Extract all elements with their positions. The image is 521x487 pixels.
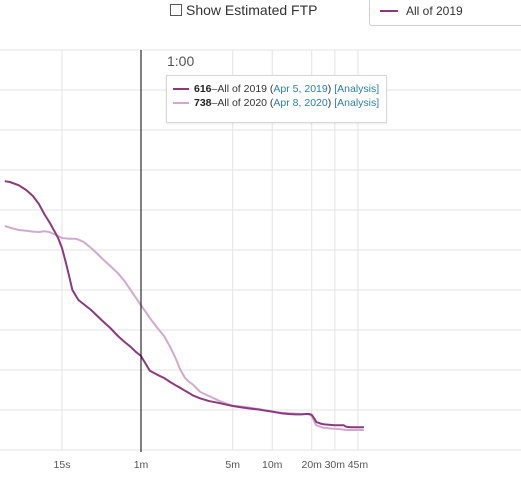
- tooltip-range-2020: All of 2020: [217, 97, 267, 109]
- series-line-2020: [4, 225, 364, 431]
- tooltip-date-open-2020: (: [267, 97, 274, 109]
- tooltip-date-link-2020[interactable]: Apr 8, 2020: [273, 97, 328, 109]
- tooltip-date-link-2019[interactable]: Apr 5, 2019: [273, 83, 328, 95]
- x-tick-label: 15s: [54, 459, 71, 471]
- tooltip-swatch-2019: [173, 88, 189, 90]
- x-tick-label: 30m: [325, 459, 346, 471]
- tooltip-value-2019: 616: [194, 83, 212, 95]
- tooltip-dash-2019: –: [211, 83, 218, 95]
- tooltip-analysis-link-2019[interactable]: [Analysis]: [334, 83, 380, 95]
- cursor-tooltip: 616 – All of 2019 ( Apr 5, 2019 ) [Analy…: [166, 75, 387, 123]
- series-line-2019: [4, 180, 364, 429]
- date-range-select-label: All of 2019: [406, 4, 463, 18]
- tooltip-dash-2020: –: [211, 97, 218, 109]
- series-layer: [4, 180, 364, 431]
- tooltip-date-close-2020: ): [327, 97, 332, 109]
- date-range-select[interactable]: All of 2019: [369, 0, 521, 26]
- tooltip-swatch-2020: [173, 102, 189, 104]
- show-estimated-ftp-label: Show Estimated FTP: [186, 2, 318, 18]
- show-estimated-ftp-toggle[interactable]: Show Estimated FTP: [170, 1, 318, 19]
- x-tick-label: 5m: [225, 459, 240, 471]
- tooltip-row-2020: 738 – All of 2020 ( Apr 8, 2020 ) [Analy…: [173, 96, 386, 110]
- tooltip-analysis-link-2020[interactable]: [Analysis]: [334, 97, 380, 109]
- x-tick-label: 45m: [348, 459, 369, 471]
- x-axis-tick-labels: 15s 1m 5m 10m 20m 30m 45m: [54, 459, 369, 471]
- tooltip-date-close-2019: ): [327, 83, 332, 95]
- tooltip-value-2020: 738: [194, 97, 212, 109]
- horizontal-gridlines: [0, 49, 521, 451]
- tooltip-date-open-2019: (: [267, 83, 274, 95]
- tooltip-range-2019: All of 2019: [217, 83, 267, 95]
- show-estimated-ftp-checkbox[interactable]: [170, 4, 182, 16]
- tooltip-row-2019: 616 – All of 2019 ( Apr 5, 2019 ) [Analy…: [173, 82, 386, 96]
- range-swatch-icon: [380, 10, 398, 12]
- x-tick-label: 20m: [301, 459, 322, 471]
- x-tick-label: 1m: [134, 459, 149, 471]
- cursor-time-label: 1:00: [167, 53, 195, 69]
- x-tick-label: 10m: [262, 459, 283, 471]
